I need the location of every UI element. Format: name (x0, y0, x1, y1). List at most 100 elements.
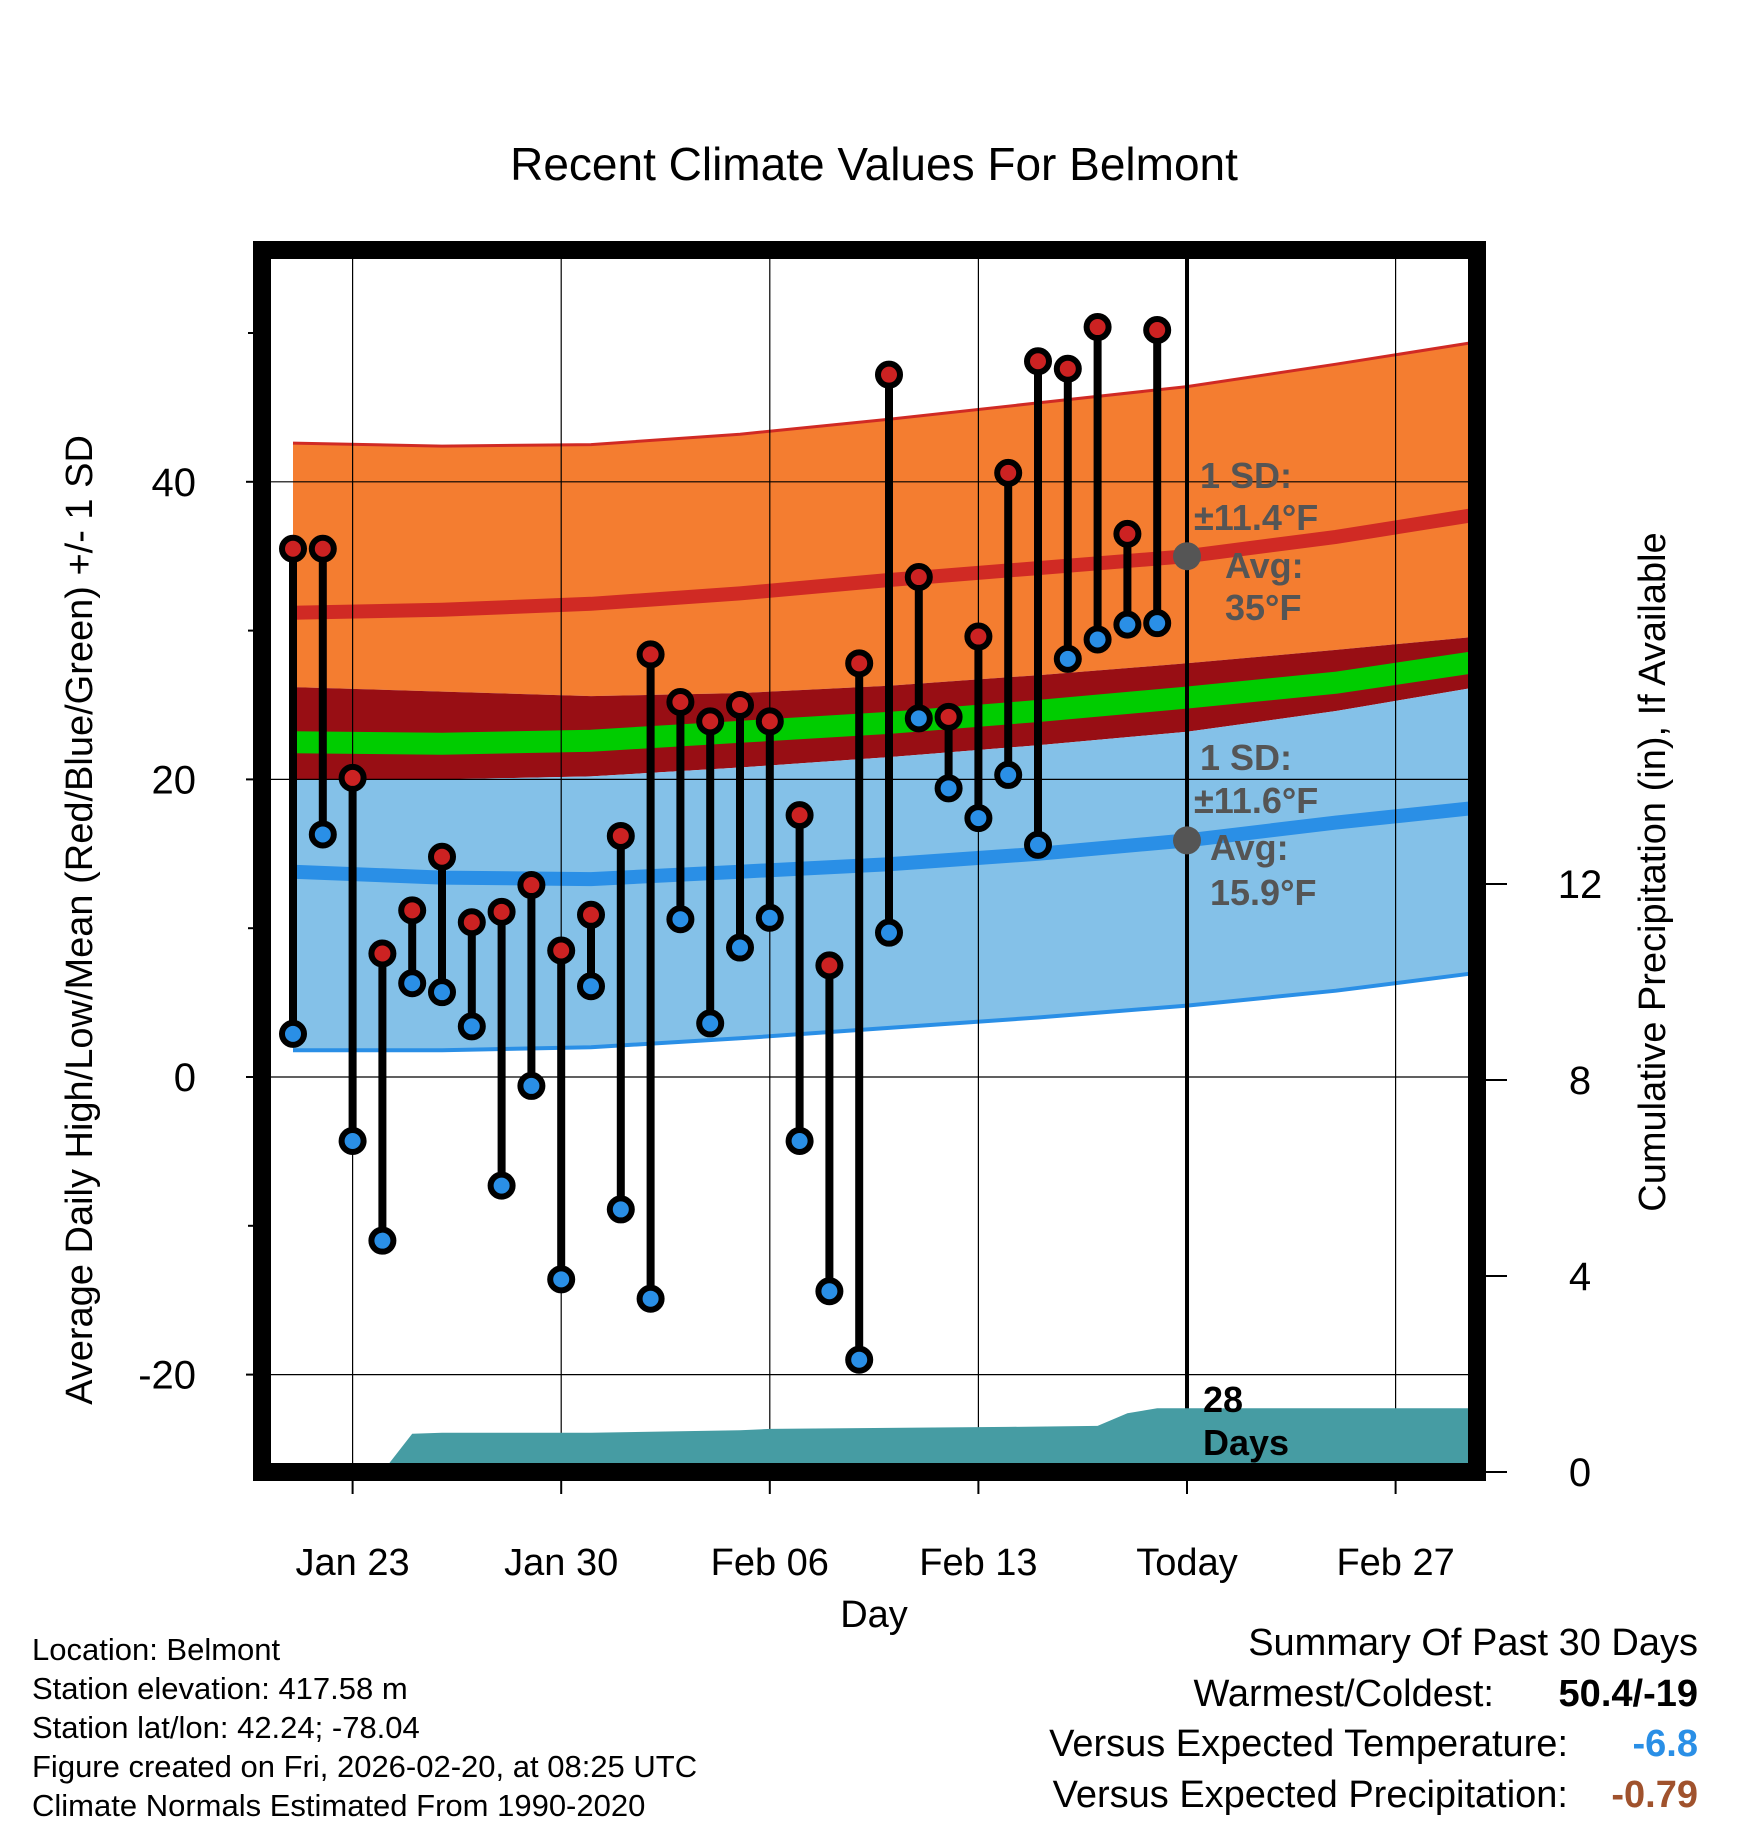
low-point (815, 1277, 844, 1306)
high-point (696, 707, 725, 736)
high-sd-value: ±11.4°F (1194, 497, 1318, 538)
low-point (666, 905, 695, 934)
summary-warmest-label: Warmest/Coldest: (1193, 1673, 1494, 1715)
low-point (547, 1265, 576, 1294)
y-tick-label-left: 0 (174, 1056, 196, 1100)
high-point (457, 908, 486, 937)
climate-normals-note: Climate Normals Estimated From 1990-2020 (32, 1788, 646, 1823)
high-avg-value: 35°F (1225, 587, 1301, 628)
summary-warmest-value: 50.4/-19 (1558, 1673, 1698, 1715)
low-point (875, 918, 903, 947)
station-latlon: Station lat/lon: 42.24; -78.04 (32, 1710, 420, 1745)
low-point (279, 1019, 307, 1048)
low-point (934, 774, 963, 803)
low-point (785, 1126, 814, 1155)
x-tick-label: Today (1136, 1542, 1237, 1584)
high-point (875, 360, 903, 389)
y-tick-label-right: 12 (1558, 863, 1603, 907)
summary-precip-label: Versus Expected Precipitation: (1052, 1774, 1568, 1816)
low-point (398, 969, 427, 998)
high-point (308, 534, 337, 563)
x-tick-label: Feb 13 (919, 1542, 1037, 1584)
low-point (1053, 644, 1082, 673)
low-point (308, 820, 337, 849)
low-point (1083, 625, 1112, 654)
days-unit-label: Days (1203, 1422, 1289, 1463)
high-point (606, 821, 635, 850)
low-point (726, 933, 754, 962)
low-sd-label: 1 SD: (1200, 737, 1292, 778)
high-point (815, 951, 844, 980)
low-point (577, 972, 605, 1001)
high-point (487, 897, 516, 926)
low-avg-label: Avg: (1210, 827, 1289, 868)
high-point (547, 936, 576, 965)
high-sd-label: 1 SD: (1200, 455, 1292, 496)
high-point (428, 842, 456, 871)
summary-title: Summary Of Past 30 Days (1248, 1622, 1698, 1664)
high-point (666, 688, 695, 717)
x-axis-label: Day (840, 1594, 908, 1636)
low-sd-value: ±11.6°F (1194, 780, 1318, 821)
low-point (487, 1171, 516, 1200)
low-avg-value: 15.9°F (1210, 872, 1316, 913)
high-point (1113, 519, 1142, 548)
high-point (726, 691, 754, 719)
high-point (338, 763, 367, 792)
high-avg-label: Avg: (1225, 545, 1304, 586)
high-point (279, 534, 307, 563)
high-point (994, 458, 1023, 487)
high-point (577, 900, 605, 929)
precip-area (382, 1408, 1477, 1472)
summary-precip-value: -0.79 (1611, 1774, 1698, 1816)
high-point (1024, 347, 1052, 376)
low-point (368, 1226, 397, 1255)
low-point (696, 1009, 725, 1038)
y-axis-label-left: Average Daily High/Low/Mean (Red/Blue/Gr… (59, 435, 101, 1405)
plot-frame (253, 241, 1486, 1481)
y-tick-label-left: -20 (138, 1354, 196, 1398)
summary-temp-label: Versus Expected Temperature: (1049, 1723, 1568, 1765)
low-point (338, 1126, 367, 1155)
low-point (904, 704, 933, 733)
x-tick-label: Jan 23 (296, 1542, 410, 1584)
y-axis-label-right: Cumulative Precipitation (in), If Availa… (1632, 532, 1674, 1211)
high-point (845, 649, 874, 678)
x-tick-label: Jan 30 (504, 1542, 618, 1584)
low-sd-edge (293, 970, 1478, 1053)
y-tick-label-right: 0 (1569, 1451, 1591, 1495)
low-point (1113, 610, 1142, 639)
x-tick-label: Feb 06 (711, 1542, 829, 1584)
high-point (1083, 313, 1112, 342)
low-point (1143, 609, 1172, 638)
high-point (755, 707, 784, 736)
high-today-marker (1173, 542, 1201, 571)
low-today-marker (1173, 826, 1201, 855)
high-point (398, 896, 427, 925)
high-point (517, 871, 546, 900)
high-point (636, 640, 665, 669)
low-point (755, 903, 784, 932)
high-point (934, 702, 963, 731)
high-point (1143, 316, 1172, 345)
high-point (904, 563, 933, 592)
chart-title: Recent Climate Values For Belmont (510, 138, 1238, 190)
y-tick-label-right: 4 (1569, 1255, 1591, 1299)
low-point (457, 1012, 486, 1041)
high-point (785, 801, 814, 830)
low-point (636, 1284, 665, 1313)
low-point (428, 978, 456, 1007)
low-point (994, 760, 1023, 789)
y-tick-label-left: 40 (152, 461, 197, 505)
low-point (606, 1195, 635, 1224)
low-point (517, 1071, 546, 1100)
station-location: Location: Belmont (32, 1632, 281, 1667)
high-point (368, 939, 397, 968)
summary-temp-value: -6.8 (1632, 1723, 1698, 1765)
days-count-label: 28 (1203, 1379, 1243, 1420)
station-elevation: Station elevation: 417.58 m (32, 1671, 408, 1706)
low-point (1024, 830, 1052, 859)
low-point (845, 1345, 874, 1374)
